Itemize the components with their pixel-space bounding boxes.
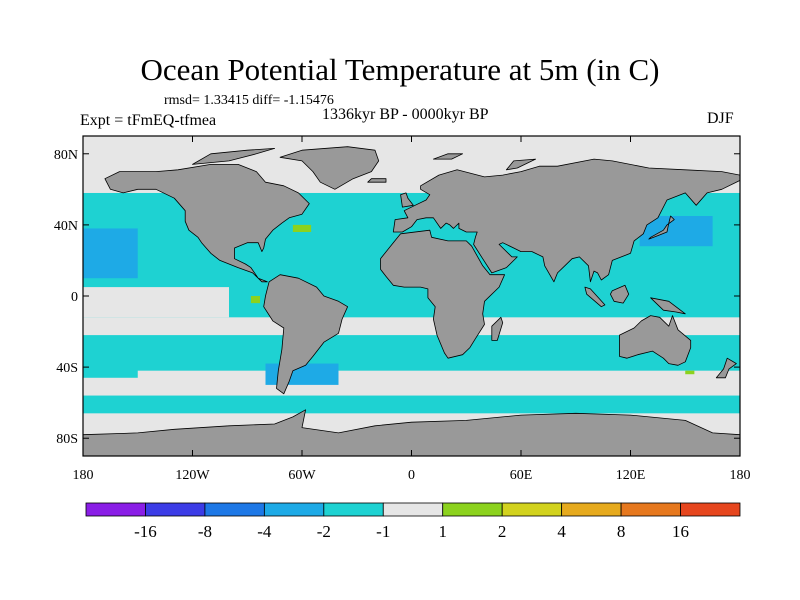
- colorbar-swatch: [620, 502, 681, 517]
- land-greenland: [279, 146, 380, 190]
- land-svalbard: [432, 153, 464, 160]
- colorbar-swatch: [85, 502, 146, 517]
- colorbar-swatch: [145, 502, 206, 517]
- y-tick-label: 80N: [54, 148, 78, 163]
- colorbar-label: 2: [498, 522, 507, 541]
- land-antarctica: [83, 409, 740, 456]
- region-ocean_neutral-2: [83, 287, 229, 318]
- land-arctic-archipelago: [192, 147, 276, 165]
- colorbar-swatch: [323, 502, 384, 517]
- colorbar-swatch: [263, 502, 325, 517]
- colorbar-label: -4: [257, 522, 272, 541]
- colorbar-label: 4: [557, 522, 566, 541]
- land-iceland: [367, 178, 387, 183]
- colorbar-label: -8: [198, 522, 212, 541]
- region-warming-10: [292, 224, 312, 232]
- axis-ticks: 180 120W 60W 0 60E 120E 180 80N 40N 0 40S 80S: [54, 136, 751, 483]
- land-japan: [648, 215, 675, 240]
- land-north-america: [104, 163, 310, 283]
- colorbar-label: -1: [376, 522, 390, 541]
- land-south-america: [263, 274, 349, 395]
- y-tick-label: 40N: [54, 219, 78, 234]
- region-cooling_light-5: [83, 345, 138, 378]
- colorbar-swatch: [382, 502, 444, 517]
- land-sumatra: [584, 286, 606, 308]
- x-tick-label: 60W: [288, 468, 316, 483]
- colorbar-swatch: [501, 502, 563, 517]
- land-novaya-zemlya: [505, 158, 536, 171]
- land-australia: [619, 315, 692, 366]
- x-tick-label: 180: [730, 468, 751, 483]
- x-tick-label: 0: [408, 468, 415, 483]
- region-warming-11: [250, 296, 261, 304]
- colorbar-swatch: [680, 502, 741, 517]
- region-cooling_medium-6: [83, 228, 138, 279]
- land-africa: [380, 229, 506, 359]
- region-warming-12: [685, 370, 695, 375]
- y-tick-label: 80S: [56, 432, 78, 447]
- colorbar-label: -2: [317, 522, 331, 541]
- y-tick-label: 0: [71, 290, 78, 305]
- x-tick-label: 60E: [510, 468, 533, 483]
- region-cooling_light-4: [83, 395, 740, 414]
- land-masses: [83, 146, 740, 456]
- land-eurasia: [392, 158, 740, 283]
- period-label: 1336kyr BP - 0000kyr BP: [322, 106, 489, 123]
- colorbar-label: 1: [438, 522, 447, 541]
- colorbar-swatch: [561, 502, 622, 517]
- season-label: DJF: [707, 110, 734, 127]
- stats-line: rmsd= 1.33415 diff= -1.15476: [164, 93, 334, 108]
- colorbar-label: 16: [672, 522, 689, 541]
- land-new-zealand: [715, 357, 737, 379]
- x-tick-label: 180: [73, 468, 94, 483]
- colorbar-label: -16: [134, 522, 157, 541]
- land-madagascar: [491, 316, 504, 341]
- land-great-britain: [400, 192, 414, 208]
- y-tick-label: 40S: [56, 361, 78, 376]
- x-tick-label: 120W: [175, 468, 210, 483]
- experiment-label: Expt = tFmEQ-tfmea: [80, 112, 217, 129]
- land-new-guinea: [650, 297, 686, 315]
- colorbar-swatch: [204, 502, 265, 517]
- colorbar-swatch: [442, 502, 503, 517]
- x-tick-label: 120E: [616, 468, 646, 483]
- colorbar-label: 8: [617, 522, 626, 541]
- land-borneo: [610, 284, 630, 304]
- chart-title: Ocean Potential Temperature at 5m (in C): [140, 52, 660, 87]
